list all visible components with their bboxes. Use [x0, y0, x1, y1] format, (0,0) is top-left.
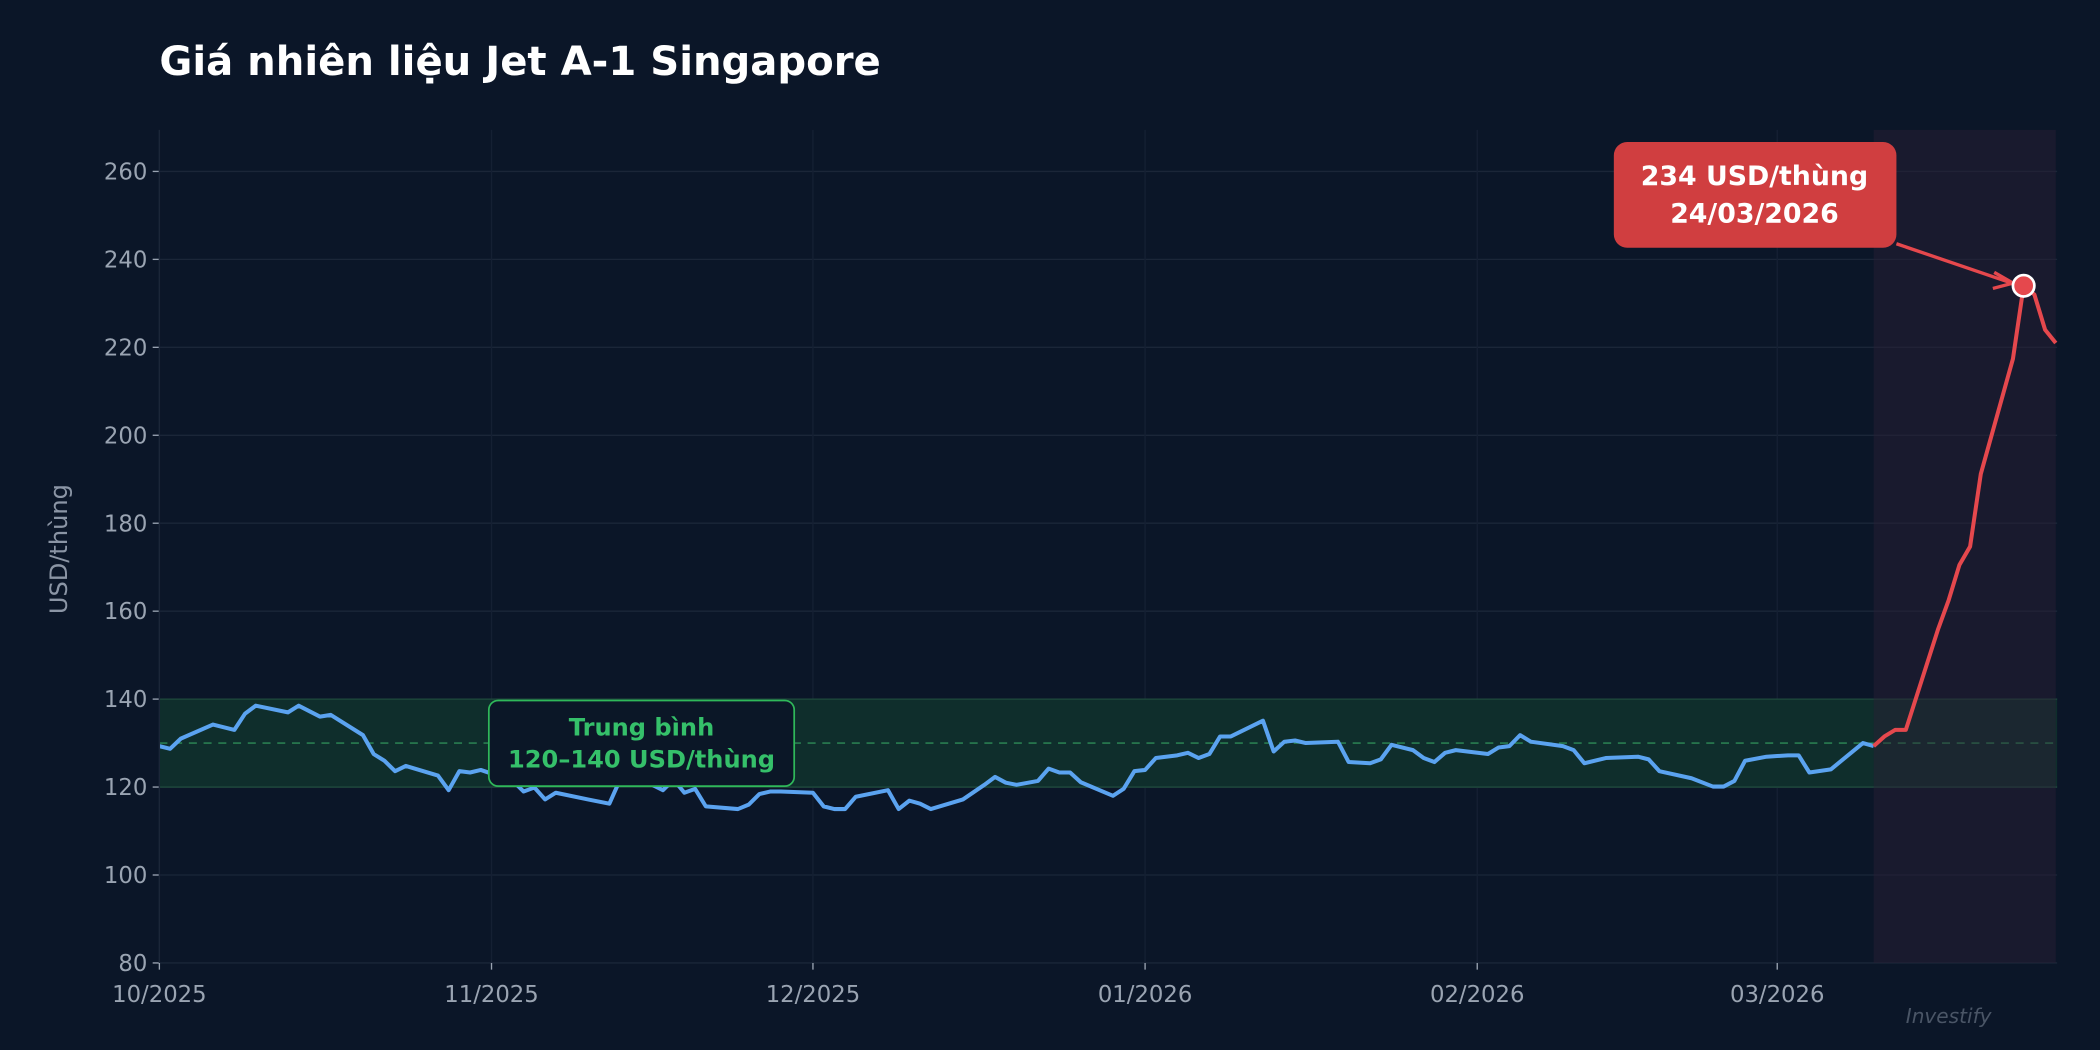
- peak-marker: [2011, 273, 2036, 298]
- y-tick-label: 220: [104, 335, 147, 361]
- x-tick-label: 11/2025: [444, 982, 539, 1008]
- y-tick-label: 140: [104, 687, 147, 713]
- y-tick-label: 160: [104, 599, 147, 625]
- x-tick-label: 12/2025: [766, 982, 861, 1008]
- x-tick-label: 10/2025: [112, 982, 207, 1008]
- y-tick-label: 180: [104, 511, 147, 537]
- y-tick-label: 260: [104, 159, 147, 185]
- y-tick-label: 200: [104, 423, 147, 449]
- watermark: Investify: [1906, 1004, 1993, 1028]
- peak-annotation-box: [1613, 141, 1897, 248]
- band-label-line1: Trung bình: [569, 713, 714, 741]
- y-tick-label: 240: [104, 247, 147, 273]
- chart-title: Giá nhiên liệu Jet A-1 Singapore: [159, 39, 880, 85]
- y-tick-label: 120: [104, 775, 147, 801]
- peak-annotation-value: 234 USD/thùng: [1641, 161, 1868, 192]
- spike-shade: [1873, 129, 2056, 963]
- arrow-head-icon: [1992, 270, 2014, 291]
- axes: 80 100 120 140 160 180 200 220 240 260 10/2025 11/2…: [104, 129, 1825, 1008]
- band-label: Trung bình 120–140 USD/thùng: [487, 699, 796, 788]
- normal-range-band: [159, 698, 2058, 788]
- band-label-box: [487, 699, 796, 788]
- band-label-line2: 120–140 USD/thùng: [508, 745, 775, 773]
- y-axis-label: USD/thùng: [45, 484, 73, 614]
- annotation-arrow: [1895, 242, 2013, 285]
- x-tick-label: 02/2026: [1430, 982, 1525, 1008]
- x-tick-label: 01/2026: [1098, 982, 1193, 1008]
- x-tick-label: 03/2026: [1730, 982, 1825, 1008]
- spike-region-shade: [1873, 129, 2056, 963]
- price-line-normal: [158, 703, 1875, 812]
- peak-annotation-date: 24/03/2026: [1670, 198, 1839, 229]
- peak-annotation: 234 USD/thùng 24/03/2026: [1613, 141, 2036, 298]
- y-tick-label: 80: [118, 951, 147, 977]
- y-tick-label: 100: [104, 863, 147, 889]
